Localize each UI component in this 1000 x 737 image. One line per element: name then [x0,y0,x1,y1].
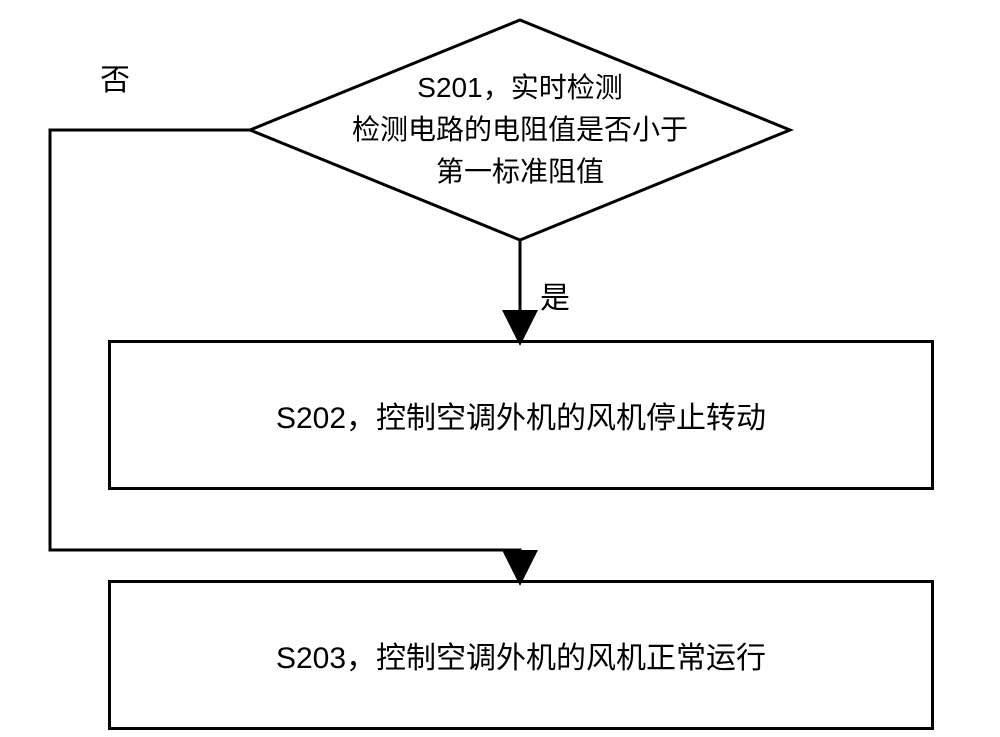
decision-line1: S201，实时检测 [304,67,736,109]
flowchart-container: S201，实时检测 检测电路的电阻值是否小于 第一标准阻值 S202，控制空调外… [0,0,1000,737]
process-node-s202: S202，控制空调外机的风机停止转动 [108,340,934,490]
decision-line3: 第一标准阻值 [304,151,736,193]
decision-node: S201，实时检测 检测电路的电阻值是否小于 第一标准阻值 [250,20,790,240]
process-s202-text: S202，控制空调外机的风机停止转动 [276,393,766,437]
decision-line2: 检测电路的电阻值是否小于 [304,109,736,151]
edge-yes-label: 是 [540,273,570,317]
decision-text: S201，实时检测 检测电路的电阻值是否小于 第一标准阻值 [304,67,736,193]
process-s203-text: S203，控制空调外机的风机正常运行 [276,633,766,677]
process-node-s203: S203，控制空调外机的风机正常运行 [108,580,934,730]
edge-no-label: 否 [100,55,130,99]
